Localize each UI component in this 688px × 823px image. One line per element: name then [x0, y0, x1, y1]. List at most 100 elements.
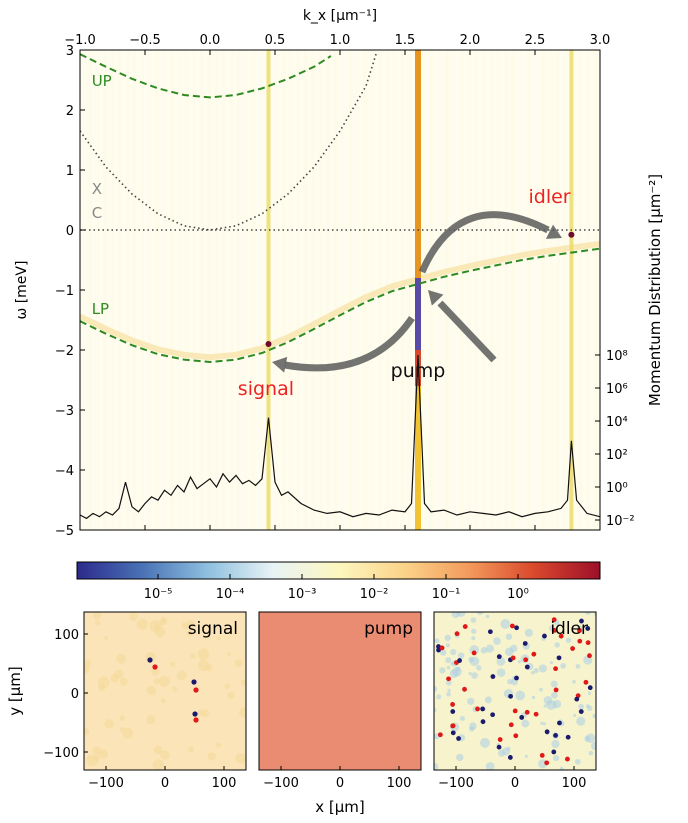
haze-streak: [459, 50, 464, 530]
main-y-ticks: 3 2 1 0 −1 −2 −3 −4 −5: [55, 44, 85, 539]
panel-texture: [190, 653, 196, 660]
haze-streak: [504, 50, 509, 530]
y-tick-label: −2: [55, 344, 74, 359]
colorbar-tick-label: 10⁻¹: [432, 587, 461, 602]
haze-streak: [169, 50, 174, 530]
right-tick-label: 10⁻²: [606, 514, 635, 529]
panel-texture: [496, 668, 506, 677]
main-plot-haze: [80, 50, 600, 530]
x-tick-label: −1.0: [64, 33, 96, 48]
main-plot-annotations: UP XC LP idler pump signal: [92, 72, 571, 400]
vortex-dot: [480, 719, 486, 725]
vortex-dot: [446, 676, 451, 682]
right-tick-label: 10⁰: [606, 481, 628, 496]
vortex-dot: [558, 633, 564, 639]
panel-texture: [521, 719, 530, 728]
vortex-dot: [450, 723, 456, 729]
haze-streak: [563, 50, 568, 530]
vortex-dot: [524, 709, 530, 715]
panel-y-tick-label: 100: [54, 628, 79, 643]
panel-title: idler: [550, 619, 588, 639]
haze-streak: [140, 50, 145, 530]
vortex-dot: [570, 646, 575, 651]
panel-texture: [505, 647, 514, 656]
curve-x: [80, 52, 378, 231]
vortex-dot: [147, 657, 153, 663]
panel-texture: [551, 691, 558, 699]
panel-texture: [197, 659, 210, 672]
haze-streak: [236, 50, 241, 530]
x-tick-label: 0.5: [265, 33, 286, 48]
panel-texture: [146, 685, 157, 696]
panel-texture: [572, 679, 576, 684]
panel-texture: [485, 762, 495, 770]
panel-texture: [216, 636, 221, 641]
vortex-dot: [508, 722, 514, 728]
vortex-dot: [544, 729, 550, 735]
vortex-dot: [462, 624, 468, 629]
vortex-dot: [508, 693, 513, 699]
haze-streak: [467, 50, 471, 530]
haze-streak: [199, 50, 204, 530]
haze-streak: [155, 50, 159, 530]
panel-x-tick-label: 100: [562, 776, 587, 791]
haze-streak: [407, 50, 412, 530]
x-tick-label: 1.5: [395, 33, 416, 48]
y-tick-label: −1: [55, 284, 74, 299]
vortex-dot: [551, 617, 557, 623]
vortex-dot: [565, 756, 570, 762]
panel-texture: [476, 612, 484, 616]
panel-texture: [585, 733, 596, 743]
idler-arrow-shaft: [418, 211, 550, 274]
panel-texture: [447, 688, 451, 692]
panel-texture: [158, 675, 170, 687]
vortex-dot: [553, 732, 558, 738]
panel-texture: [575, 664, 581, 669]
vortex-dot: [577, 628, 582, 633]
panel-texture: [153, 745, 163, 755]
panel-texture: [439, 667, 446, 674]
panel-texture: [160, 750, 170, 760]
panel-texture: [153, 678, 161, 685]
vortex-dot: [587, 653, 592, 659]
panel-texture: [98, 683, 106, 692]
panel-texture: [467, 697, 475, 705]
panel-texture: [531, 695, 536, 700]
vortex-dot: [542, 633, 547, 639]
panel-x-tick-label: 0: [336, 776, 344, 791]
panel-texture: [493, 637, 501, 645]
panel-texture: [588, 750, 594, 756]
vortex-dot: [579, 618, 584, 624]
haze-streak: [533, 50, 538, 530]
panel-background: [259, 612, 421, 770]
pump-arrow-head: [428, 290, 444, 306]
vortex-dot: [565, 734, 571, 740]
panel-texture: [104, 718, 114, 729]
panel-texture: [119, 678, 128, 687]
haze-streak: [303, 50, 308, 530]
panel-y-tick-label: −100: [43, 746, 79, 761]
haze-streak: [259, 50, 263, 530]
haze-streak: [132, 50, 137, 530]
colorbar: [76, 561, 601, 580]
panel-x-tick-label: 100: [212, 776, 237, 791]
panel-texture: [160, 698, 166, 704]
panel-texture: [446, 665, 451, 670]
haze-streak: [214, 50, 219, 530]
haze-streak: [541, 50, 546, 530]
main-right-ticks: 10⁸ 10⁶ 10⁴ 10² 10⁰ 10⁻²: [595, 349, 635, 529]
panel-texture: [240, 679, 246, 686]
vortex-dot: [574, 696, 580, 702]
main-plot-background: [80, 50, 600, 530]
colorbar-tick-label: 10⁻²: [360, 587, 389, 602]
panel-texture: [469, 645, 480, 655]
haze-streak: [548, 50, 553, 530]
panel-texture: [498, 749, 506, 757]
panel-texture: [93, 755, 100, 762]
panel-texture: [207, 752, 216, 761]
haze-streak: [281, 50, 286, 530]
vortex-dot: [487, 629, 493, 635]
panel-texture: [591, 741, 596, 751]
haze-streak: [363, 50, 367, 530]
